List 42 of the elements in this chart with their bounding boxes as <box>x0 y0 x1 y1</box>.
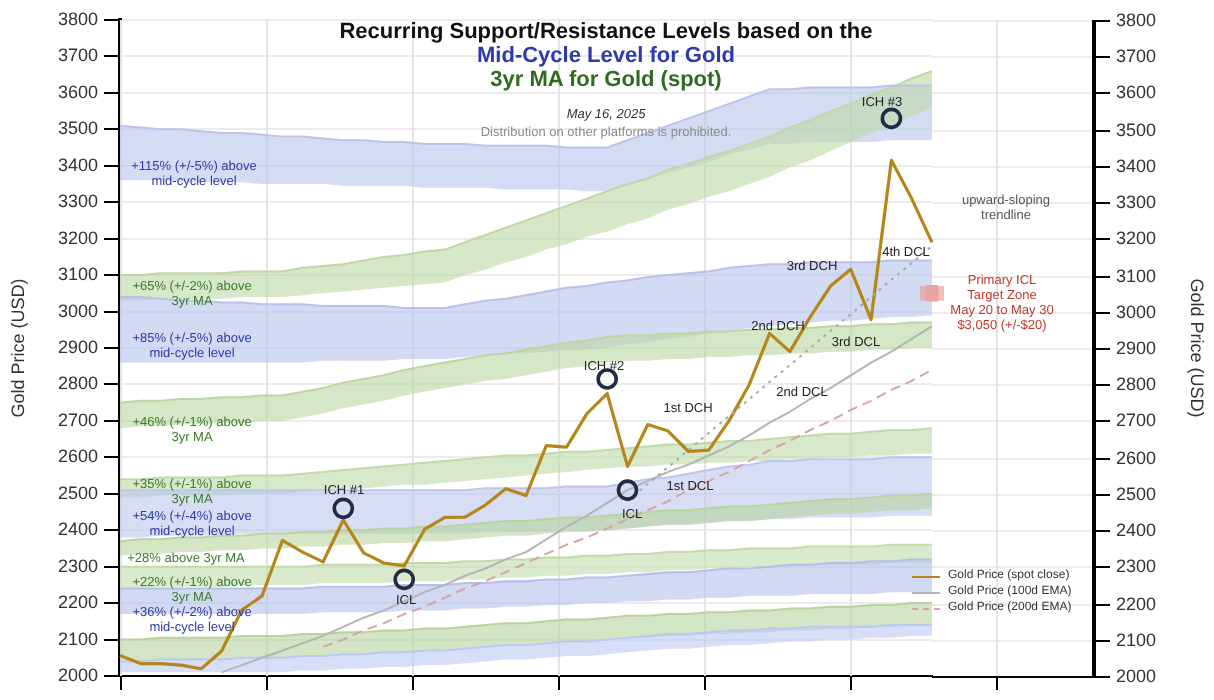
y-tick-label: 2100 <box>57 628 98 649</box>
y2-tick-label: 2700 <box>1116 409 1157 430</box>
y2-tick-label: 3800 <box>1116 9 1157 30</box>
y2-tick-label: 2100 <box>1116 629 1157 650</box>
y2-tick-label: 3100 <box>1116 265 1157 286</box>
y2-tick-label: 2000 <box>1116 665 1157 686</box>
y-tick-label: 2700 <box>57 409 98 430</box>
y-tick-label: 3800 <box>57 8 98 29</box>
y2-tick-label: 3600 <box>1116 81 1157 102</box>
y2-tick-label: 2600 <box>1116 447 1157 468</box>
y2-tick-label: 3400 <box>1116 155 1157 176</box>
y-tick-label: 3600 <box>57 81 98 102</box>
y2-tick-label: 2500 <box>1116 483 1157 504</box>
y2-tick-label: 3500 <box>1116 119 1157 140</box>
y-tick-label: 2500 <box>57 482 98 503</box>
y2-tick-label: 3200 <box>1116 227 1157 248</box>
y2-tick-label: 3300 <box>1116 191 1157 212</box>
y-tick-label: 3200 <box>57 227 98 248</box>
y2-axis-title: Gold Price (USD) <box>1187 278 1208 418</box>
y-tick-label: 2900 <box>57 336 98 357</box>
y-tick-label: 3300 <box>57 191 98 212</box>
y-tick-label: 2200 <box>57 592 98 613</box>
y2-tick-label: 2200 <box>1116 593 1157 614</box>
y2-tick-label: 2400 <box>1116 519 1157 540</box>
text: Recurring Support/Resistance Levels based on the Mid-Cycle Level for Gold <box>337 20 875 68</box>
y-tick-label: 2300 <box>57 555 98 576</box>
y-tick-label: 3000 <box>57 300 98 321</box>
y-axis-title: Gold Price (USD) <box>7 278 28 418</box>
y2-tick-label: 2800 <box>1116 373 1157 394</box>
y2-tick-label: 3700 <box>1116 45 1157 66</box>
y-tick-label: 3500 <box>57 118 98 139</box>
y2-tick-label: 3000 <box>1116 301 1157 322</box>
y-tick-label: 3100 <box>57 264 98 285</box>
y-tick-label: 3700 <box>57 45 98 66</box>
y2-tick-label: 2300 <box>1116 555 1157 576</box>
text: 3yr MA for Gold (spot) <box>488 68 724 92</box>
y-tick-label: 2600 <box>57 446 98 467</box>
y-tick-label: 2800 <box>57 373 98 394</box>
y-tick-label: 2000 <box>57 664 98 685</box>
y-tick-label: 2400 <box>57 519 98 540</box>
y-tick-label: 3400 <box>57 154 98 175</box>
y2-tick-label: 2900 <box>1116 337 1157 358</box>
